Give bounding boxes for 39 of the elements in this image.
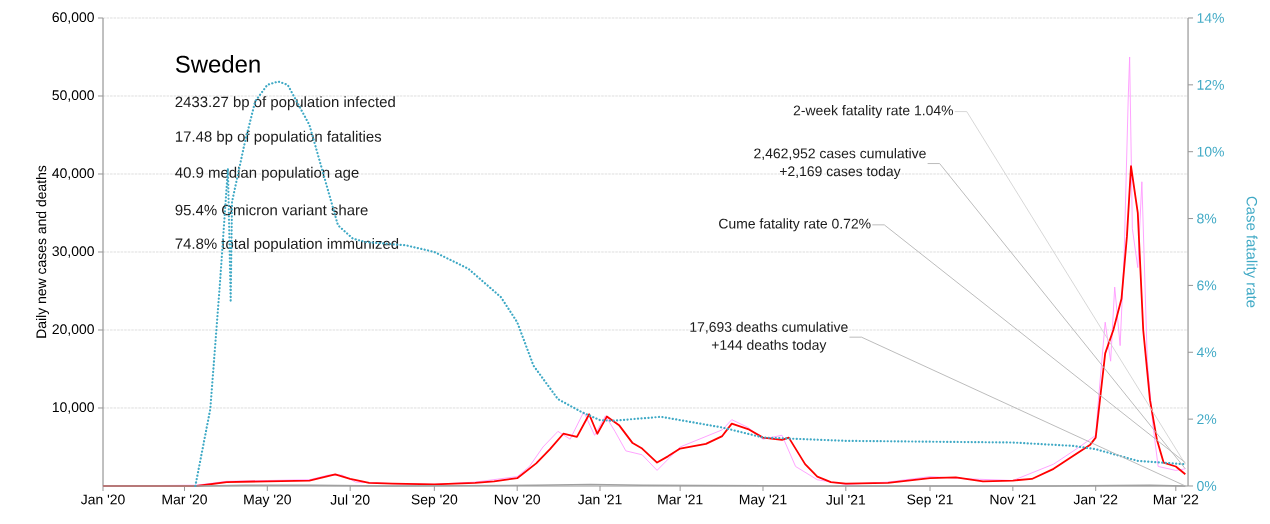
x-tick-label: Mar '20 [162, 494, 207, 505]
x-tick-label: Jan '22 [1073, 494, 1118, 505]
annotation: 17.48 bp of population fatalities [175, 130, 382, 145]
x-tick-label: Sep '21 [907, 494, 953, 508]
text: Sweden [175, 55, 260, 73]
annotation: Cume fatality rate 0.72% [719, 218, 871, 232]
y2-tick-label: 0% [1197, 481, 1217, 491]
annotation: +2,169 cases today [779, 166, 901, 179]
x-tick-label: Nov '20 [494, 494, 541, 505]
y2-tick-label: 4% [1196, 347, 1217, 358]
y2-tick-label: 14% [1197, 13, 1224, 23]
y-tick-label: 30,000 [52, 246, 94, 258]
x-tick-label: Jan '21 [577, 494, 622, 505]
x-tick-label: Jan '20 [80, 494, 125, 505]
y-tick-label: 40,000 [52, 168, 94, 180]
y2-tick-label: 10% [1197, 146, 1224, 157]
y2-tick-label: 12% [1197, 79, 1224, 90]
annotation: +144 deaths today [711, 339, 827, 353]
y2-tick-label: 6% [1197, 280, 1217, 291]
annotation: 2,462,952 cases cumulative [754, 148, 926, 160]
x-tick-label: Mar '21 [658, 494, 703, 505]
annotation: 2-week fatality rate 1.04% [793, 105, 954, 119]
y-tick-label: 50,000 [52, 90, 94, 102]
annotation: 17,693 deaths cumulative [690, 321, 848, 334]
y2-axis-title: Case fatality rate [1243, 196, 1258, 308]
y2-tick-label: 8% [1197, 213, 1217, 224]
x-tick-label: May '20 [244, 494, 291, 508]
x-tick-label: Sep '20 [411, 494, 458, 508]
x-tick-label: Mar '22 [1153, 494, 1199, 505]
y-tick-label: 20,000 [52, 324, 94, 336]
x-tick-label: Jul '21 [826, 494, 866, 505]
y-tick-label: 60,000 [52, 12, 94, 24]
y-tick-label: 10,000 [52, 402, 94, 414]
x-tick-label: Nov '21 [990, 494, 1036, 505]
annotation: 95.4% Omicron variant share [175, 204, 368, 216]
y2-tick-label: 2% [1197, 414, 1217, 425]
x-tick-label: Jul '20 [330, 494, 370, 505]
x-tick-label: May '21 [739, 494, 787, 508]
y-axis-title: Daily new cases and deaths [35, 165, 49, 338]
